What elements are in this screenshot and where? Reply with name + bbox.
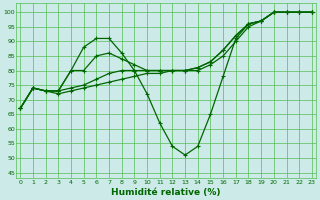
X-axis label: Humidité relative (%): Humidité relative (%) <box>111 188 221 197</box>
